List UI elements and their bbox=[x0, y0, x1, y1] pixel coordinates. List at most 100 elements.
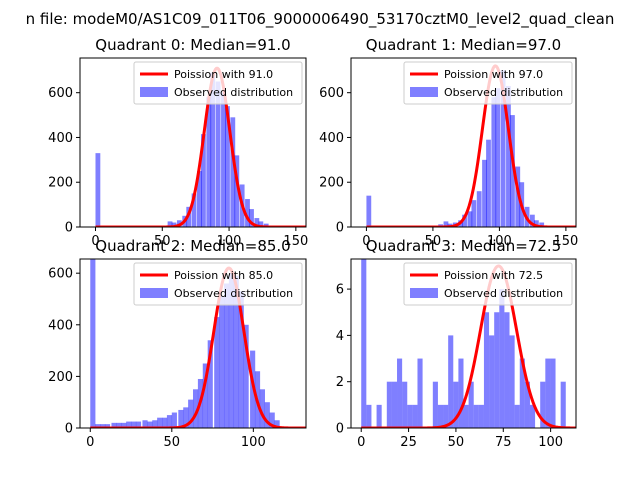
histogram-bar bbox=[519, 358, 525, 428]
x-tick-label: 50 bbox=[154, 234, 171, 249]
histogram-bar bbox=[545, 358, 551, 428]
y-tick-label: 4 bbox=[336, 329, 344, 344]
x-tick-label: 50 bbox=[448, 435, 465, 450]
poisson-fit-line bbox=[360, 264, 576, 428]
histogram-bar bbox=[142, 420, 148, 428]
histogram-bar bbox=[197, 171, 202, 227]
x-tick-label: 100 bbox=[487, 234, 512, 249]
y-tick-label: 400 bbox=[48, 131, 73, 146]
histogram-bar bbox=[560, 381, 566, 428]
histogram-bar bbox=[202, 363, 208, 428]
histogram-bar bbox=[238, 291, 244, 428]
x-tick-label: 0 bbox=[362, 234, 370, 249]
y-tick-label: 0 bbox=[336, 221, 344, 236]
histogram-bar bbox=[233, 275, 239, 428]
panel-title: Quadrant 3: Median=72.5 bbox=[366, 237, 561, 255]
histogram-bar bbox=[135, 421, 142, 428]
histogram-bar bbox=[476, 191, 482, 227]
histogram-bar bbox=[443, 404, 449, 428]
y-tick-label: 600 bbox=[48, 86, 73, 101]
histogram-bar bbox=[249, 209, 254, 227]
histogram-bar bbox=[529, 404, 536, 428]
legend-hist-swatch bbox=[410, 87, 438, 97]
histogram-bar bbox=[206, 97, 212, 227]
histogram-bar bbox=[131, 421, 137, 428]
histogram-bar bbox=[366, 195, 372, 227]
histogram-bar bbox=[489, 335, 495, 428]
axes-frame bbox=[79, 57, 307, 228]
histogram-bar bbox=[171, 222, 177, 227]
histogram-bar bbox=[100, 424, 106, 428]
histogram-bar bbox=[193, 389, 199, 428]
histogram-bar bbox=[243, 324, 249, 428]
histogram-bar bbox=[214, 317, 220, 428]
histogram-bar bbox=[207, 340, 213, 428]
histogram-bar bbox=[258, 221, 264, 227]
histogram-bar bbox=[157, 417, 163, 428]
histogram-bar bbox=[126, 421, 132, 428]
histogram-bar bbox=[504, 312, 510, 428]
histogram-bar bbox=[482, 159, 487, 227]
legend-fit-label: Poission with 85.0 bbox=[174, 269, 273, 282]
legend-fit-label: Poission with 97.0 bbox=[444, 68, 543, 81]
legend-hist-label: Observed distribution bbox=[444, 287, 563, 300]
legend-fit-label: Poission with 91.0 bbox=[174, 68, 273, 81]
histogram-bar bbox=[510, 115, 515, 227]
histogram-bar bbox=[448, 335, 454, 428]
histogram-bar bbox=[432, 381, 438, 428]
histogram-bar bbox=[539, 222, 545, 227]
figure-suptitle: n file: modeM0/AS1C09_011T06_9000006490_… bbox=[26, 10, 615, 29]
histogram-bar bbox=[443, 221, 449, 227]
legend: Poission with 85.0 Observed distribution bbox=[133, 262, 303, 306]
histogram-bar bbox=[417, 358, 423, 428]
histogram-bar bbox=[402, 381, 408, 428]
legend-hist-label: Observed distribution bbox=[444, 86, 563, 99]
histogram-bar bbox=[230, 117, 236, 227]
plot-area bbox=[365, 64, 576, 227]
y-tick-label: 6 bbox=[336, 283, 344, 298]
x-tick-label: 0 bbox=[357, 435, 365, 450]
histogram-bar bbox=[116, 422, 122, 428]
histogram-bar bbox=[269, 412, 275, 428]
y-tick-label: 2 bbox=[336, 375, 344, 390]
plot-area bbox=[89, 259, 306, 428]
histogram-bar bbox=[495, 88, 501, 227]
chart-panel-1: 0 50 100 150 0 200 400 600 Quadrant 1: Median=97… bbox=[319, 36, 578, 249]
histogram-bar bbox=[361, 259, 367, 428]
histogram-bar bbox=[494, 312, 500, 428]
histogram-bar bbox=[473, 404, 479, 428]
histogram-bar bbox=[483, 312, 490, 428]
histogram-bar bbox=[524, 381, 530, 428]
histogram-bar bbox=[453, 381, 459, 428]
histogram-bar bbox=[478, 404, 484, 428]
histogram-bar bbox=[263, 223, 269, 227]
histogram-bar bbox=[366, 404, 372, 428]
histogram-bar bbox=[215, 81, 221, 227]
y-tick-label: 600 bbox=[48, 267, 73, 282]
histogram-bar bbox=[499, 289, 505, 428]
histogram-bar bbox=[259, 389, 265, 428]
histogram-bar bbox=[223, 283, 230, 428]
histogram-bar bbox=[458, 358, 464, 428]
panel-title: Quadrant 2: Median=85.0 bbox=[95, 237, 290, 255]
histogram-bar bbox=[152, 420, 158, 428]
histogram-bar bbox=[491, 97, 497, 227]
histogram-bar bbox=[471, 200, 477, 227]
legend-fit-label: Poission with 72.5 bbox=[444, 269, 543, 282]
histogram-bar bbox=[210, 72, 216, 227]
y-tick-label: 200 bbox=[48, 370, 73, 385]
histogram-bar bbox=[254, 218, 260, 227]
y-tick-label: 400 bbox=[48, 318, 73, 333]
x-tick-label: 50 bbox=[425, 234, 442, 249]
histogram-bar bbox=[188, 399, 194, 428]
histogram-bar bbox=[245, 199, 250, 227]
histogram-bar bbox=[183, 407, 189, 428]
histogram-bar bbox=[191, 193, 197, 227]
legend-box bbox=[133, 61, 303, 105]
x-tick-label: 0 bbox=[86, 435, 94, 450]
legend-hist-swatch bbox=[140, 288, 168, 298]
histogram-bar bbox=[407, 404, 413, 428]
histogram-bar bbox=[221, 92, 226, 227]
legend-hist-label: Observed distribution bbox=[174, 287, 293, 300]
